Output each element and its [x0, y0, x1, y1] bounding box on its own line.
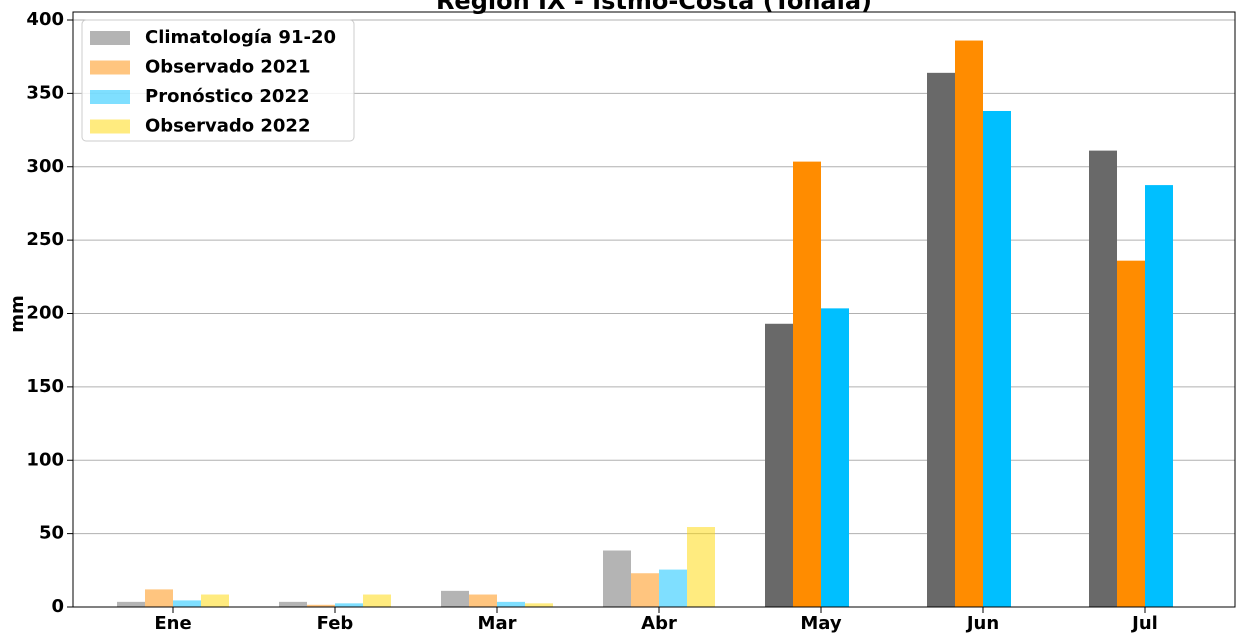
bar — [765, 323, 793, 607]
bar — [1117, 260, 1145, 607]
legend-swatch — [90, 119, 130, 134]
y-tick-label: 300 — [26, 156, 64, 177]
bar — [279, 601, 307, 607]
y-tick-label: 350 — [26, 82, 64, 103]
legend-box — [81, 19, 355, 142]
x-tick-label: Mar — [478, 613, 517, 634]
bar — [659, 569, 687, 607]
bar — [363, 594, 391, 607]
bar — [983, 110, 1011, 608]
bar — [1145, 185, 1173, 607]
bar — [497, 601, 525, 607]
x-tick-label: Jun — [965, 613, 999, 634]
bar — [955, 40, 983, 608]
bar — [307, 604, 335, 607]
bar — [525, 603, 553, 607]
x-tick-label: Abr — [641, 613, 677, 634]
bar — [1089, 150, 1117, 608]
bar — [631, 573, 659, 607]
bar — [927, 72, 955, 607]
y-tick-label: 150 — [26, 376, 64, 397]
y-tick-label: 400 — [26, 9, 64, 30]
y-tick-label: 200 — [26, 303, 64, 324]
y-tick-label: 50 — [39, 523, 64, 544]
bar — [793, 161, 821, 607]
bar — [201, 594, 229, 607]
legend-swatch — [90, 60, 130, 75]
bar — [335, 603, 363, 607]
chart-title: Región IX - Istmo-Costa (Tonalá) — [436, 0, 872, 15]
bar — [145, 589, 173, 607]
y-tick-label: 250 — [26, 229, 64, 250]
x-tick-label: Feb — [317, 613, 354, 634]
bar — [687, 527, 715, 607]
x-tick-label: May — [800, 613, 842, 634]
bar — [441, 590, 469, 607]
plot-frame — [72, 11, 1236, 608]
x-tick-label: Jul — [1130, 613, 1158, 634]
bar — [603, 550, 631, 607]
bar — [469, 594, 497, 607]
bar — [117, 601, 145, 607]
bar — [173, 600, 201, 607]
legend-swatch — [90, 31, 130, 45]
legend-swatch — [90, 90, 130, 104]
legend-label: Observado 2022 — [145, 116, 310, 137]
legend-label: Observado 2021 — [145, 57, 310, 78]
y-tick-label: 0 — [51, 596, 64, 617]
legend-label: Pronóstico 2022 — [145, 86, 310, 107]
x-tick-label: Ene — [154, 613, 191, 634]
bar — [821, 308, 849, 607]
legend-label: Climatología 91-20 — [145, 27, 336, 48]
y-tick-label: 100 — [26, 449, 64, 470]
y-axis-label: mm — [7, 295, 28, 333]
